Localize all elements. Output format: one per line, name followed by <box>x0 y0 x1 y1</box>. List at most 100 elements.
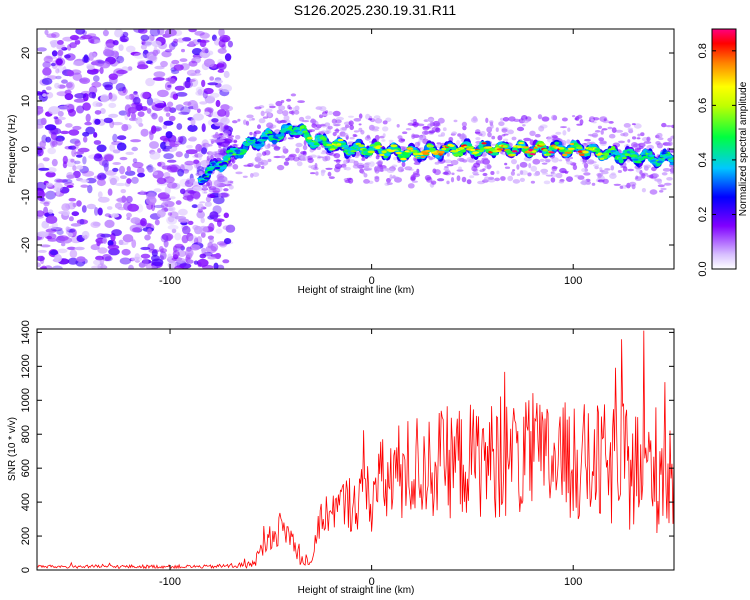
ridge-halo <box>344 124 350 129</box>
noise-blob <box>90 39 95 44</box>
noise-blob <box>108 73 119 80</box>
noise-blob <box>67 257 79 265</box>
ridge-halo <box>275 100 283 107</box>
ridge-halo <box>366 134 371 139</box>
noise-blob <box>224 53 232 62</box>
noise-blob <box>37 106 44 115</box>
ridge-halo <box>567 127 571 132</box>
noise-blob <box>112 40 119 46</box>
ridge-halo <box>262 116 269 119</box>
ridge-halo <box>352 164 360 169</box>
ridge-cell <box>567 147 575 151</box>
ridge-cell <box>259 139 267 142</box>
ridge-halo <box>507 129 514 135</box>
ridge-halo <box>197 203 204 210</box>
ridge-halo <box>661 172 668 176</box>
ridge-halo <box>435 127 441 133</box>
ridge-halo <box>376 166 384 172</box>
noise-blob <box>104 84 113 91</box>
ridge-cell <box>453 153 461 156</box>
noise-blob <box>140 253 151 259</box>
noise-blob <box>151 112 158 120</box>
noise-blob <box>213 218 225 223</box>
ridge-cell <box>618 158 624 164</box>
ridge-halo <box>589 161 597 164</box>
ridge-halo <box>643 164 652 169</box>
ridge-halo <box>543 180 551 185</box>
noise-blob <box>45 190 56 200</box>
ridge-halo <box>307 157 314 164</box>
noise-blob <box>76 256 86 263</box>
ridge-halo <box>655 141 661 145</box>
ridge-halo <box>316 147 321 150</box>
ridge-halo <box>218 144 222 149</box>
noise-blob <box>151 125 157 134</box>
ridge-halo <box>396 124 400 128</box>
noise-blob <box>44 124 57 131</box>
ridge-halo <box>516 164 520 170</box>
x-tick-label: 100 <box>564 275 582 287</box>
noise-blob <box>91 265 103 269</box>
ridge-halo <box>243 164 252 167</box>
noise-blob <box>203 87 214 95</box>
ridge-halo <box>424 130 429 135</box>
noise-blob <box>96 178 106 187</box>
ridge-halo <box>667 141 673 147</box>
ridge-halo <box>458 166 462 171</box>
noise-blob <box>134 253 140 261</box>
noise-blob <box>93 75 100 82</box>
ridge-cell <box>546 153 552 156</box>
ridge-halo <box>497 135 503 141</box>
noise-blob <box>152 170 164 179</box>
ridge-halo <box>594 130 601 133</box>
ridge-halo <box>305 115 311 120</box>
noise-blob <box>140 190 145 196</box>
ridge-halo <box>210 154 214 161</box>
noise-blob <box>127 203 139 212</box>
ridge-halo <box>481 157 489 161</box>
noise-blob <box>61 178 73 184</box>
noise-blob <box>216 63 225 68</box>
noise-blob <box>53 116 58 120</box>
ridge-halo <box>368 118 373 121</box>
ridge-halo <box>598 137 605 142</box>
noise-blob <box>112 149 121 154</box>
ridge-halo <box>633 123 642 129</box>
ridge-halo <box>495 127 499 132</box>
noise-blob <box>75 29 86 35</box>
noise-blob <box>66 185 74 188</box>
noise-blob <box>64 93 74 101</box>
ridge-halo <box>610 165 615 171</box>
ridge-cell <box>412 152 420 156</box>
x-tick-label: -100 <box>159 576 181 588</box>
ridge-halo <box>429 156 434 161</box>
ridge-cell <box>667 156 673 159</box>
noise-blob <box>116 142 127 151</box>
ridge-halo <box>583 172 591 176</box>
noise-blob <box>146 96 153 106</box>
noise-blob <box>133 29 145 33</box>
ridge-cell <box>558 147 565 150</box>
noise-blob <box>169 141 176 147</box>
ridge-cell <box>420 155 425 158</box>
noise-blob <box>136 64 149 70</box>
ridge-halo <box>315 171 319 176</box>
noise-blob <box>103 48 112 57</box>
ridge-halo <box>267 158 272 163</box>
noise-blob <box>57 116 66 121</box>
noise-blob <box>130 139 142 143</box>
ridge-halo <box>450 177 455 183</box>
ridge-cell <box>374 141 381 147</box>
noise-blob <box>221 36 229 43</box>
ridge-halo <box>227 135 235 138</box>
noise-blob <box>173 38 179 44</box>
ridge-halo <box>487 132 492 138</box>
noise-blob <box>197 258 209 267</box>
noise-blob <box>116 197 129 204</box>
ridge-halo <box>504 166 511 169</box>
colorbar-gradient <box>711 28 737 270</box>
noise-blob <box>112 133 118 143</box>
ridge-cell <box>196 177 204 180</box>
ridge-halo <box>260 159 269 166</box>
noise-blob <box>219 242 227 248</box>
